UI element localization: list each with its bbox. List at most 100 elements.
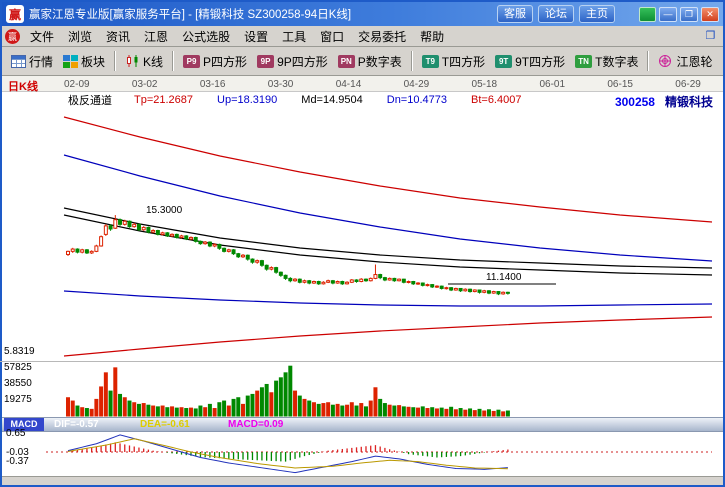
toolbar-items: 行情 板块 K线 P9 P四方形 9P 9P四方形 PN P数字表 T9 T四方形 9T 9T四方形 TN… [6,51,717,72]
date-axis: 02-09 03-02 03-16 03-30 04-14 04-29 05-18 06-01… [64,79,701,90]
toolbar-separator [410,51,413,71]
channel-param: Bt=6.4007 [471,94,522,106]
9t-square-icon: 9T [495,54,513,68]
minimize-button[interactable]: — [659,6,677,22]
menu-item-help[interactable]: 帮助 [420,29,445,44]
indicator-header: 极反通道 Tp=21.2687 Up=18.3190 Md=14.9504 Dn=10… [2,92,723,110]
toolbar-button-label: K线 [143,54,164,69]
wheel-icon [658,54,673,68]
period-label[interactable]: 日K线 [8,81,38,93]
bottom-scrollbar[interactable] [2,476,723,485]
titlebar-customer-service-button[interactable]: 客服 [497,5,533,23]
app-logo-icon: 赢 [6,5,24,23]
price-axis-bottom-label: 5.8319 [4,346,35,357]
channel-param: Up=18.3190 [217,94,278,106]
dif-value-label: DIF=-0.57 [54,419,99,430]
blocks-icon [63,54,78,68]
macd-pane[interactable] [2,432,723,476]
channel-param: Dn=10.4773 [386,94,447,106]
menu-logo-icon: 赢 [5,28,20,44]
toolbar-button-label: P四方形 [203,54,248,69]
toolbar-button-p-number-table[interactable]: PN P数字表 [335,51,405,72]
9p-square-icon: 9P [257,54,275,68]
macd-tab[interactable]: MACD [4,418,44,431]
menu-item-window[interactable]: 窗口 [320,29,345,44]
menu-item-formula-select[interactable]: 公式选股 [182,29,231,44]
stock-code: 300258 [614,95,655,109]
date-axis-row: 日K线 02-09 03-02 03-16 03-30 04-14 04-29 05-18 0… [2,76,723,93]
pane-splitter[interactable]: MACD DIF=-0.57 DEA=-0.61 MACD=0.09 [2,417,723,432]
toolbar: 行情 板块 K线 P9 P四方形 9P 9P四方形 PN P数字表 T9 T四方形 9T 9T四方形 TN… [2,47,723,76]
macd-axis-label: -0.03 [6,446,29,458]
dea-value-label: DEA=-0.61 [140,419,190,430]
channel-param: Tp=21.2687 [134,94,194,106]
grid-icon [11,54,26,68]
maximize-button[interactable]: ❐ [680,6,698,22]
toolbar-button-label: 行情 [29,54,54,69]
titlebar-forum-button[interactable]: 论坛 [538,5,574,23]
date-tick: 03-16 [199,79,226,90]
volume-axis-label: 19275 [4,394,32,405]
close-button[interactable]: ✕ [701,6,719,22]
p-number-table-icon: PN [337,54,355,68]
toolbar-button-label: 9P四方形 [277,54,328,69]
main-chart-canvas[interactable] [2,108,723,361]
window-title: 赢家江恩专业版[赢家服务平台] - [精锻科技 SZ300258-94日K线] [29,9,352,21]
p-square-icon: P9 [183,54,201,68]
volume-axis-label: 38550 [4,378,32,389]
toolbar-button-label: P数字表 [357,54,402,69]
date-tick: 05-18 [471,79,498,90]
macd-value-label: MACD=0.09 [228,419,284,430]
indicator-name: 极反通道 [68,95,112,107]
toolbar-button-label: T四方形 [441,54,486,69]
menu-item-settings[interactable]: 设置 [244,29,269,44]
date-tick: 06-29 [675,79,701,90]
date-tick: 06-15 [607,79,633,90]
date-tick: 04-14 [335,79,362,90]
macd-axis-label: -0.37 [6,456,29,468]
toolbar-button-quotes[interactable]: 行情 [8,51,56,72]
date-tick: 03-30 [267,79,294,90]
t-number-table-icon: TN [575,54,593,68]
channel-param: Md=14.9504 [301,94,363,106]
toolbar-button-t-square[interactable]: T9 T四方形 [419,51,488,72]
menu-item-file[interactable]: 文件 [30,29,55,44]
restore-child-window-button[interactable]: ❐ [705,30,716,42]
menu-item-gann[interactable]: 江恩 [144,29,169,44]
date-tick: 06-01 [539,79,566,90]
titlebar-home-button[interactable]: 主页 [579,5,615,23]
skin-button[interactable] [639,6,656,22]
date-tick: 04-29 [403,79,430,90]
t-square-icon: T9 [421,54,439,68]
toolbar-separator [647,51,650,71]
toolbar-separator [172,51,175,71]
menu-item-trade-order[interactable]: 交易委托 [358,29,407,44]
toolbar-button-p-square[interactable]: P9 P四方形 [180,51,250,72]
toolbar-button-label: T数字表 [595,54,639,69]
menu-item-browse[interactable]: 浏览 [68,29,93,44]
toolbar-button-sectors[interactable]: 板块 [60,51,108,72]
title-bar[interactable]: 赢 赢家江恩专业版[赢家服务平台] - [精锻科技 SZ300258-94日K线… [2,2,723,26]
toolbar-button-label: 板块 [81,54,106,69]
toolbar-button-kline[interactable]: K线 [122,51,166,72]
menu-bar: 赢 文件 浏览 资讯 江恩 公式选股 设置 工具 窗口 交易委托 帮助 ❐ [2,26,723,47]
stock-name: 精锻科技 [664,95,713,109]
toolbar-button-9t-square[interactable]: 9T 9T四方形 [492,51,568,72]
price-annotation: 11.1400 [486,272,522,283]
menu-items: 文件 浏览 资讯 江恩 公式选股 设置 工具 窗口 交易委托 帮助 [23,26,451,47]
menu-item-tools[interactable]: 工具 [282,29,307,44]
stock-info: 300258 精锻科技 [615,93,713,110]
toolbar-button-9p-square[interactable]: 9P 9P四方形 [254,51,331,72]
kline-icon [125,54,140,68]
date-tick: 02-09 [64,79,90,90]
date-tick: 03-02 [131,79,158,90]
menu-item-news[interactable]: 资讯 [106,29,131,44]
volume-pane[interactable] [2,362,723,417]
toolbar-button-t-number-table[interactable]: TN T数字表 [572,51,641,72]
toolbar-button-gann-wheel[interactable]: 江恩轮 [655,51,715,72]
volume-axis-label: 57825 [4,362,32,373]
macd-axis-label: 0.65 [6,428,26,440]
toolbar-button-label: 9T四方形 [515,54,566,69]
titlebar-button-group: 客服 论坛 主页 [492,5,615,23]
